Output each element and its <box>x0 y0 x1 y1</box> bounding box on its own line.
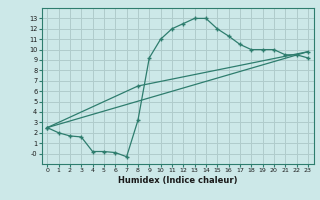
X-axis label: Humidex (Indice chaleur): Humidex (Indice chaleur) <box>118 176 237 185</box>
